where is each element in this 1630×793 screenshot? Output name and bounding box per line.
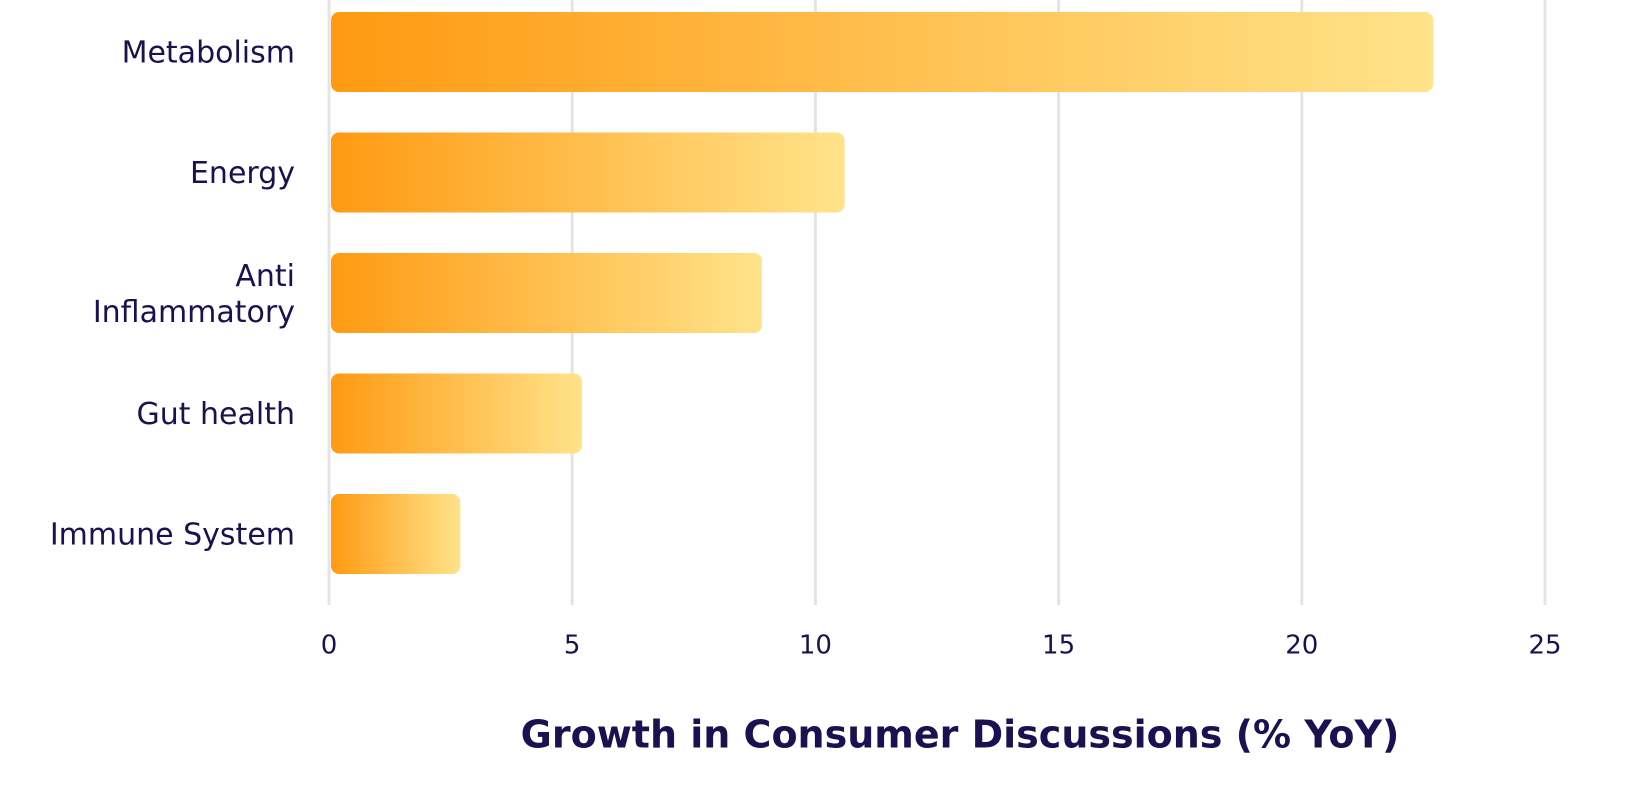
bar (331, 132, 845, 213)
x-tick-label: 25 (1528, 631, 1561, 661)
y-tick-label: Immune System (50, 518, 295, 553)
x-tick-label: 20 (1285, 631, 1318, 661)
x-tick-label: 0 (321, 631, 338, 661)
y-tick-label: Metabolism (122, 36, 295, 71)
x-axis-title: Growth in Consumer Discussions (% YoY) (521, 713, 1400, 757)
bar (331, 12, 1434, 92)
bar (331, 373, 582, 454)
bar (331, 253, 762, 333)
y-tick-label: Gut health (136, 397, 295, 432)
y-tick-label: Energy (190, 156, 295, 191)
x-tick-label: 10 (799, 631, 832, 661)
y-tick-label: Anti Inflammatory (93, 259, 295, 330)
x-tick-label: 15 (1042, 631, 1075, 661)
x-tick-label: 5 (564, 631, 581, 661)
bar (331, 494, 461, 574)
